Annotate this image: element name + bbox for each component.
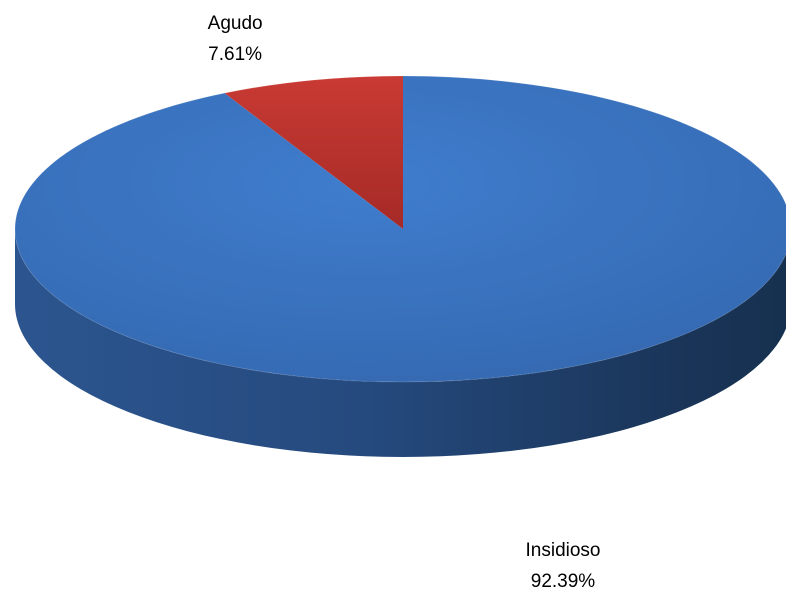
pie-side-wall: [15, 229, 786, 457]
pie-labels: Agudo 7.61% Insidioso 92.39%: [208, 13, 601, 592]
slice-value-agudo: 7.61%: [208, 44, 262, 65]
pie-slice-insidioso: [15, 76, 786, 382]
pie-body: [14, 75, 786, 457]
slice-label-agudo: Agudo: [208, 13, 263, 34]
pie-slice-agudo: [224, 76, 403, 229]
slice-label-insidioso: Insidioso: [526, 540, 601, 561]
pie-top-rim: [14, 75, 786, 383]
slice-value-insidioso: 92.39%: [531, 571, 596, 592]
